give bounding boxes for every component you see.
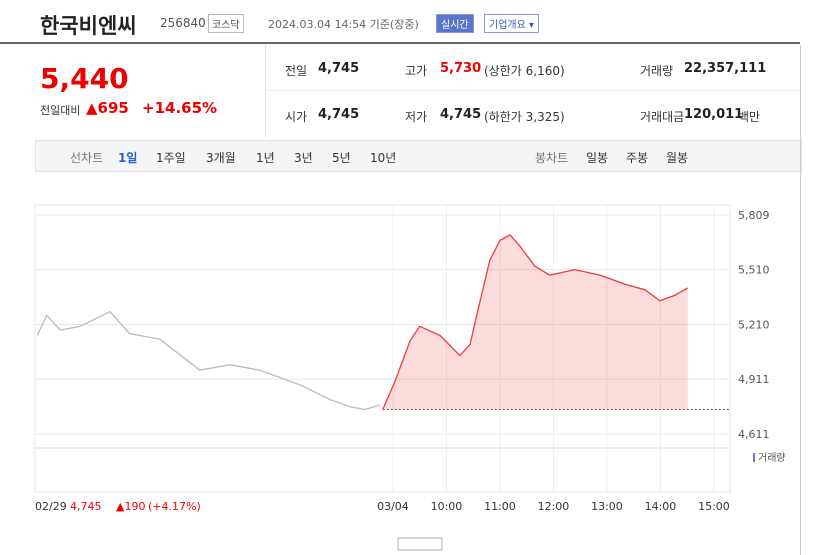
volume-legend: 거래량 (758, 452, 786, 464)
tab[interactable]: 1일 (118, 151, 138, 165)
tab[interactable]: 5년 (332, 151, 351, 165)
collapse-button[interactable] (397, 537, 443, 551)
info-label: 전일 (285, 64, 308, 78)
x-tick-label: 12:00 (538, 500, 570, 513)
price-line (382, 234, 689, 410)
stock-code: 256840 (160, 16, 206, 30)
x-tick-label: 03/04 (377, 500, 409, 513)
timestamp: 2024.03.04 14:54 기준(장중) (268, 18, 419, 31)
info-value: 4,745 (318, 107, 360, 122)
area (382, 234, 688, 410)
tab[interactable]: 1주일 (156, 151, 186, 165)
info-label: 저가 (405, 110, 428, 124)
volume-legend-swatch (753, 453, 755, 462)
company-button[interactable]: 기업개요 ▾ (484, 14, 539, 33)
tab[interactable]: 3년 (294, 151, 313, 165)
info-value: 22,357,111 (684, 61, 767, 76)
prev-legend: ▲190 (116, 500, 145, 513)
tab[interactable]: 주봉 (626, 151, 649, 165)
prev-legend: 4,745 (70, 500, 102, 513)
tab[interactable]: 3개월 (206, 151, 236, 165)
info-label: 거래량 (640, 64, 674, 78)
stock-name: 한국비엔씨 (40, 14, 137, 38)
tab-bar (35, 140, 802, 172)
tab[interactable]: 일봉 (586, 151, 609, 165)
tab[interactable]: 10년 (370, 151, 397, 165)
price: 5,440 (40, 62, 129, 95)
divider (265, 45, 266, 137)
plot-frame (34, 204, 731, 493)
divider (0, 42, 800, 44)
info-label: 시가 (285, 110, 308, 124)
info-note: (하한가 3,325) (484, 110, 565, 124)
x-tick-label: 13:00 (591, 500, 623, 513)
change: ▲695 (86, 99, 129, 117)
info-value: 4,745 (440, 107, 482, 122)
info-label: 고가 (405, 64, 428, 78)
x-tick-label: 10:00 (431, 500, 463, 513)
tab-label: 선차트 (70, 151, 104, 165)
x-tick-label: 14:00 (645, 500, 677, 513)
y-tick-label: 5,510 (738, 264, 770, 277)
prev-legend: (+4.17%) (148, 500, 201, 513)
y-tick-label: 4,611 (738, 428, 770, 441)
market-badge: 코스닥 (208, 14, 244, 33)
info-value: 5,730 (440, 61, 482, 76)
info-note: 백만 (738, 110, 761, 124)
divider (265, 90, 800, 91)
prev-legend: 02/29 (35, 500, 67, 513)
info-value: 4,745 (318, 61, 360, 76)
side-panel (800, 45, 830, 555)
info-value: 120,011 (684, 107, 744, 122)
change-pct: +14.65% (142, 99, 218, 117)
tab[interactable]: 1년 (256, 151, 275, 165)
realtime-button[interactable]: 실시간 (436, 14, 474, 33)
y-tick-label: 4,911 (738, 373, 770, 386)
y-tick-label: 5,809 (738, 209, 770, 222)
info-note: (상한가 6,160) (484, 64, 565, 78)
x-tick-label: 11:00 (484, 500, 516, 513)
info-label: 거래대금 (640, 110, 685, 124)
y-tick-label: 5,210 (738, 319, 770, 332)
price-line (36, 310, 381, 411)
x-tick-label: 15:00 (698, 500, 730, 513)
tab-label: 봉차트 (535, 151, 569, 165)
change-label: 전일대비 (40, 104, 81, 117)
tab[interactable]: 월봉 (666, 151, 689, 165)
